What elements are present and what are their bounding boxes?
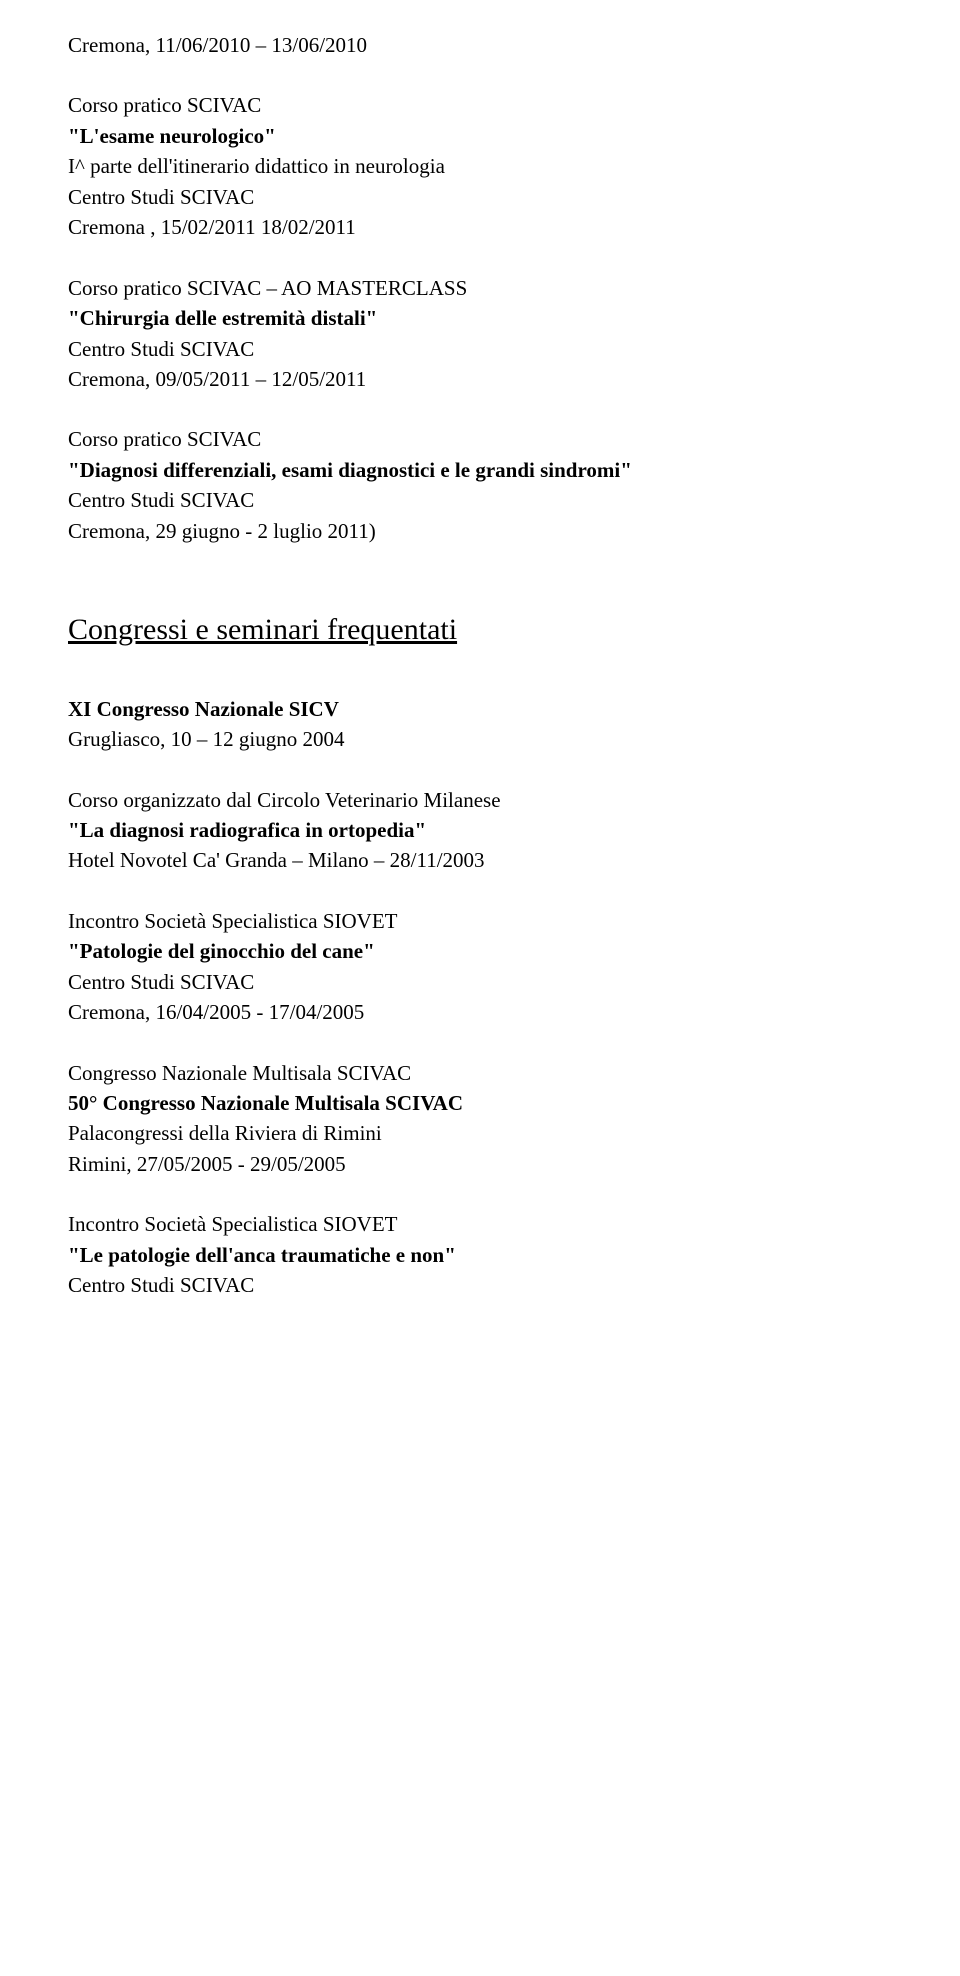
text-line: 50° Congresso Nazionale Multisala SCIVAC — [68, 1088, 892, 1118]
text-line: Congresso Nazionale Multisala SCIVAC — [68, 1058, 892, 1088]
text-line: XI Congresso Nazionale SICV — [68, 694, 892, 724]
text-line: Rimini, 27/05/2005 - 29/05/2005 — [68, 1149, 892, 1179]
text-block: Corso pratico SCIVAC"Diagnosi differenzi… — [68, 424, 892, 546]
text-line: "Patologie del ginocchio del cane" — [68, 936, 892, 966]
text-line: Cremona, 11/06/2010 – 13/06/2010 — [68, 30, 892, 60]
text-line: I^ parte dell'itinerario didattico in ne… — [68, 151, 892, 181]
text-line: Cremona, 16/04/2005 - 17/04/2005 — [68, 997, 892, 1027]
text-line: "Chirurgia delle estremità distali" — [68, 303, 892, 333]
section-heading: Congressi e seminari frequentati — [68, 608, 892, 652]
text-line: Corso pratico SCIVAC — [68, 90, 892, 120]
text-line: "L'esame neurologico" — [68, 121, 892, 151]
text-line: Corso pratico SCIVAC — [68, 424, 892, 454]
text-block: Cremona, 11/06/2010 – 13/06/2010 — [68, 30, 892, 60]
text-line: Centro Studi SCIVAC — [68, 334, 892, 364]
text-line: Centro Studi SCIVAC — [68, 1270, 892, 1300]
text-block: Congresso Nazionale Multisala SCIVAC50° … — [68, 1058, 892, 1180]
text-block: XI Congresso Nazionale SICVGrugliasco, 1… — [68, 694, 892, 755]
text-line: Corso pratico SCIVAC – AO MASTERCLASS — [68, 273, 892, 303]
text-line: Cremona , 15/02/2011 18/02/2011 — [68, 212, 892, 242]
text-block: Corso pratico SCIVAC"L'esame neurologico… — [68, 90, 892, 242]
text-block: Corso organizzato dal Circolo Veterinari… — [68, 785, 892, 876]
text-block: Incontro Società Specialistica SIOVET"Le… — [68, 1209, 892, 1300]
text-line: Cremona, 29 giugno - 2 luglio 2011) — [68, 516, 892, 546]
text-block: Incontro Società Specialistica SIOVET"Pa… — [68, 906, 892, 1028]
text-line: Centro Studi SCIVAC — [68, 967, 892, 997]
text-line: Centro Studi SCIVAC — [68, 485, 892, 515]
text-line: Hotel Novotel Ca' Granda – Milano – 28/1… — [68, 845, 892, 875]
text-line: "Diagnosi differenziali, esami diagnosti… — [68, 455, 892, 485]
text-line: "La diagnosi radiografica in ortopedia" — [68, 815, 892, 845]
text-line: Palacongressi della Riviera di Rimini — [68, 1118, 892, 1148]
text-line: Corso organizzato dal Circolo Veterinari… — [68, 785, 892, 815]
text-line: Grugliasco, 10 – 12 giugno 2004 — [68, 724, 892, 754]
text-line: Incontro Società Specialistica SIOVET — [68, 906, 892, 936]
text-line: "Le patologie dell'anca traumatiche e no… — [68, 1240, 892, 1270]
text-line: Incontro Società Specialistica SIOVET — [68, 1209, 892, 1239]
text-block: Corso pratico SCIVAC – AO MASTERCLASS"Ch… — [68, 273, 892, 395]
document-body: Cremona, 11/06/2010 – 13/06/2010 Corso pr… — [68, 30, 892, 1301]
text-line: Centro Studi SCIVAC — [68, 182, 892, 212]
text-line: Cremona, 09/05/2011 – 12/05/2011 — [68, 364, 892, 394]
